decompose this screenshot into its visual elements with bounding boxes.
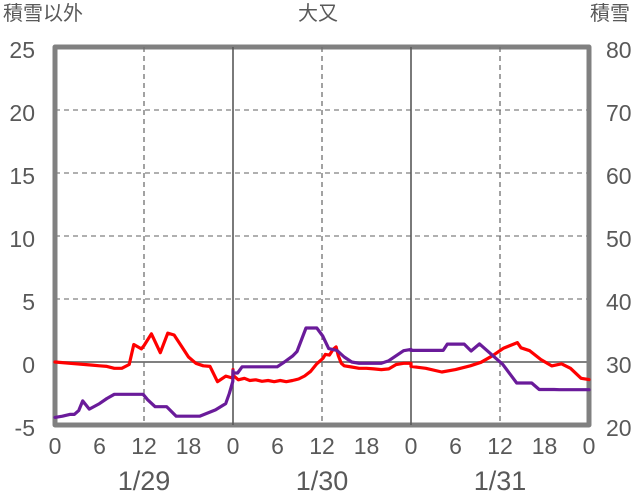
svg-text:12: 12 (309, 433, 335, 459)
svg-text:10: 10 (9, 226, 35, 252)
svg-text:6: 6 (449, 433, 462, 459)
svg-text:1/30: 1/30 (296, 466, 349, 496)
svg-text:0: 0 (405, 433, 418, 459)
svg-text:6: 6 (271, 433, 284, 459)
svg-text:18: 18 (354, 433, 380, 459)
svg-text:12: 12 (487, 433, 513, 459)
svg-text:1/29: 1/29 (118, 466, 171, 496)
svg-text:60: 60 (606, 163, 632, 189)
svg-text:12: 12 (131, 433, 157, 459)
svg-text:15: 15 (9, 163, 35, 189)
svg-text:18: 18 (176, 433, 202, 459)
svg-text:40: 40 (606, 289, 632, 315)
svg-text:0: 0 (49, 433, 62, 459)
svg-text:積雪: 積雪 (590, 2, 630, 25)
svg-text:6: 6 (93, 433, 106, 459)
svg-text:50: 50 (606, 226, 632, 252)
svg-text:30: 30 (606, 352, 632, 378)
svg-text:25: 25 (9, 37, 35, 63)
svg-text:-5: -5 (15, 415, 35, 441)
svg-text:0: 0 (583, 433, 596, 459)
svg-text:5: 5 (22, 289, 35, 315)
svg-text:積雪以外: 積雪以外 (3, 2, 83, 25)
svg-text:大又: 大又 (298, 2, 338, 25)
svg-text:20: 20 (9, 100, 35, 126)
svg-text:0: 0 (22, 352, 35, 378)
svg-text:1/31: 1/31 (474, 466, 527, 496)
svg-text:70: 70 (606, 100, 632, 126)
svg-text:0: 0 (227, 433, 240, 459)
svg-text:80: 80 (606, 37, 632, 63)
svg-text:18: 18 (532, 433, 558, 459)
svg-text:20: 20 (606, 415, 632, 441)
